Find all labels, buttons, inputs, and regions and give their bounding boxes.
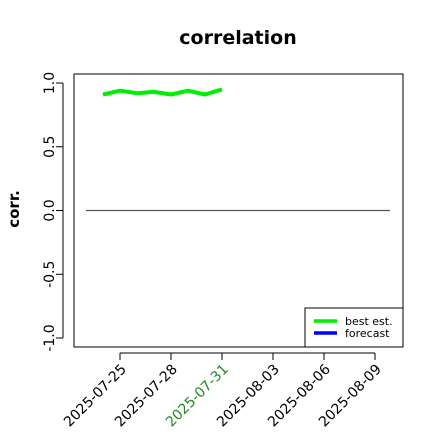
y-tick-label: 0.5 xyxy=(42,136,58,158)
series-lines xyxy=(102,87,223,97)
x-axis: 2025-07-252025-07-282025-07-312025-08-03… xyxy=(61,352,385,430)
plot-frame xyxy=(73,73,404,348)
y-tick-label: 1.0 xyxy=(42,72,58,94)
legend: best est.forecast xyxy=(304,307,404,348)
y-tick-label: 0.0 xyxy=(42,199,58,221)
series-line-best-est xyxy=(102,87,223,97)
legend-box xyxy=(304,307,404,348)
chart-title: correlation xyxy=(179,27,296,49)
y-axis-label: corr. xyxy=(5,190,23,228)
legend-label: forecast xyxy=(345,327,390,340)
y-tick-label: -1.0 xyxy=(42,324,58,351)
legend-label: best est. xyxy=(345,315,393,328)
y-axis: -1.0 -0.5 0.0 0.5 1.0 xyxy=(42,72,64,352)
y-tick-label: -0.5 xyxy=(42,261,58,288)
